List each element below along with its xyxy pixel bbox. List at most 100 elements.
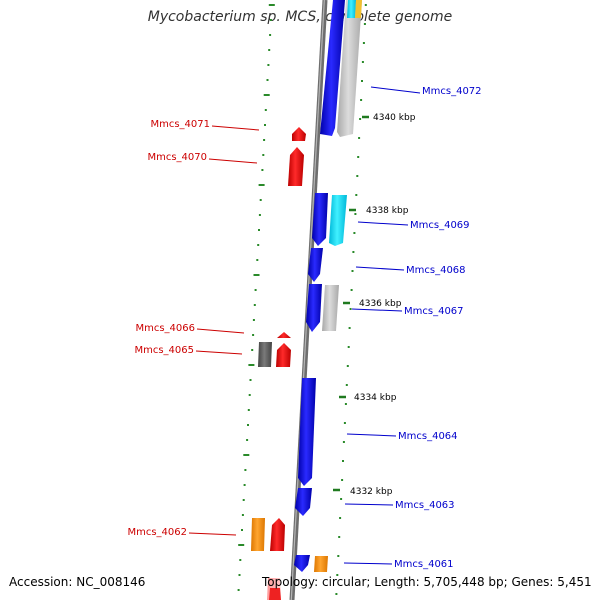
gc-dot [258, 184, 265, 186]
gc-dot [266, 79, 269, 81]
gc-dot [360, 99, 363, 101]
gene-arrow-mmcs-4062-neighbor[interactable] [251, 518, 265, 551]
gene-arrow-mmcs-4064[interactable] [298, 378, 316, 486]
gc-dot [363, 23, 366, 25]
gene-arrow-mmcs-4069-paralog[interactable] [329, 195, 347, 246]
gc-dot [269, 34, 272, 36]
gc-dot [345, 384, 348, 386]
gene-arrow-mmcs-4065-paralog[interactable] [258, 342, 272, 367]
gc-dot [362, 42, 365, 44]
kbp-tick-label: 4338 kbp [366, 206, 409, 216]
reverse-gene-labels: Mmcs_4071 Mmcs_4070 Mmcs_4066 Mmcs_4065 … [127, 119, 260, 538]
gc-dot [251, 349, 254, 351]
gc-dot [349, 308, 352, 310]
kbp-tick-label: 4334 kbp [354, 393, 397, 403]
gene-arrow-mmcs-4063[interactable] [295, 488, 312, 516]
gc-dot [241, 514, 244, 516]
gene-label-forward[interactable]: Mmcs_4064 [398, 431, 458, 442]
map-title: Mycobacterium sp. MCS, complete genome [147, 9, 453, 25]
gc-dot [268, 4, 275, 6]
gc-dot [243, 454, 250, 456]
gene-arrow-mmcs-4066[interactable] [277, 332, 291, 338]
gene-label-reverse[interactable]: Mmcs_4066 [135, 323, 195, 334]
gc-dot [254, 289, 257, 291]
gc-dot [244, 469, 247, 471]
gene-label-forward[interactable]: Mmcs_4067 [404, 306, 464, 317]
gc-dot [239, 559, 242, 561]
gene-label-reverse[interactable]: Mmcs_4065 [134, 345, 194, 356]
gene-arrow-mmcs-4072-paralog[interactable] [337, 0, 362, 137]
gc-dot [355, 194, 358, 196]
gene-label-forward[interactable]: Mmcs_4068 [406, 265, 466, 276]
gene-label-reverse[interactable]: Mmcs_4062 [127, 527, 187, 538]
gc-dot [247, 424, 249, 426]
gc-dot [361, 80, 363, 82]
gc-dot [264, 109, 267, 111]
gc-dot [253, 274, 260, 276]
gene-arrow-mmcs-4072[interactable] [320, 0, 345, 136]
gc-dot [248, 364, 255, 366]
gc-dot [261, 169, 264, 171]
gc-dot [247, 409, 250, 411]
gc-dot [342, 460, 344, 462]
gc-dot [337, 555, 340, 557]
gene-label-forward[interactable]: Mmcs_4063 [395, 500, 455, 511]
gene-arrow-mmcs-4067-paralog[interactable] [322, 285, 339, 331]
gc-dot [339, 517, 342, 519]
kbp-tick-label: 4340 kbp [373, 113, 416, 123]
gc-dot [364, 4, 367, 6]
genome-summary-text: Topology: circular; Length: 5,705,448 bp… [262, 575, 592, 589]
gc-dot [357, 156, 360, 158]
gene-arrow-mmcs-4061[interactable] [294, 555, 310, 572]
gc-dot [356, 175, 359, 177]
gc-dot [258, 229, 260, 231]
gc-dot [338, 536, 341, 538]
gene-arrow-mmcs-4071[interactable] [292, 127, 306, 141]
gc-dot [238, 574, 241, 576]
gene-label-reverse[interactable]: Mmcs_4070 [147, 152, 207, 163]
gc-dot [342, 441, 345, 443]
gc-dot [347, 346, 350, 348]
gene-label-forward[interactable]: Mmcs_4069 [410, 220, 470, 231]
gc-dot [343, 422, 346, 424]
gc-dot [269, 19, 272, 21]
gc-dot [348, 327, 351, 329]
accession-text: Accession: NC_008146 [9, 575, 146, 589]
gene-arrow-top-right-teal[interactable] [347, 0, 356, 18]
gc-dot [263, 94, 270, 96]
gc-dot [263, 139, 266, 141]
gc-dot [257, 244, 260, 246]
gc-dot [359, 118, 362, 120]
gc-dot [246, 439, 249, 441]
gene-arrow-mmcs-4069[interactable] [312, 193, 328, 246]
forward-strand-genes [294, 0, 362, 572]
gc-dot [264, 124, 266, 126]
gene-arrow-mmcs-4062[interactable] [270, 518, 285, 551]
gene-arrow-top-right-orange[interactable] [355, 0, 362, 18]
gene-arrow-mmcs-4070[interactable] [288, 147, 304, 186]
gc-dot [248, 394, 251, 396]
gc-dot [340, 498, 343, 500]
gc-dot [351, 270, 354, 272]
gc-dotted-track [237, 4, 367, 595]
gc-dot [241, 529, 243, 531]
gene-label-forward[interactable]: Mmcs_4061 [394, 559, 454, 570]
forward-gene-labels: Mmcs_4072 Mmcs_4069 Mmcs_4068 Mmcs_4067 … [343, 86, 482, 570]
gene-arrow-mmcs-4067[interactable] [306, 284, 322, 332]
gc-dot [262, 154, 265, 156]
gc-dot [344, 403, 347, 405]
gc-dot [358, 137, 361, 139]
gene-label-reverse[interactable]: Mmcs_4071 [150, 119, 210, 130]
gc-dot [253, 304, 256, 306]
gc-dot [354, 213, 357, 215]
gc-dot [346, 365, 349, 367]
gene-arrow-mmcs-4065[interactable] [276, 343, 291, 367]
gc-dot [252, 319, 255, 321]
gc-dot [249, 379, 252, 381]
gc-dot [242, 499, 245, 501]
gene-arrow-mmcs-4068[interactable] [308, 248, 323, 282]
gene-arrow-mmcs-4061-neighbor[interactable] [314, 556, 328, 572]
gc-dot [361, 61, 364, 63]
gene-label-forward[interactable]: Mmcs_4072 [422, 86, 482, 97]
gene-arrow-bottom-partial-red[interactable] [269, 588, 281, 600]
